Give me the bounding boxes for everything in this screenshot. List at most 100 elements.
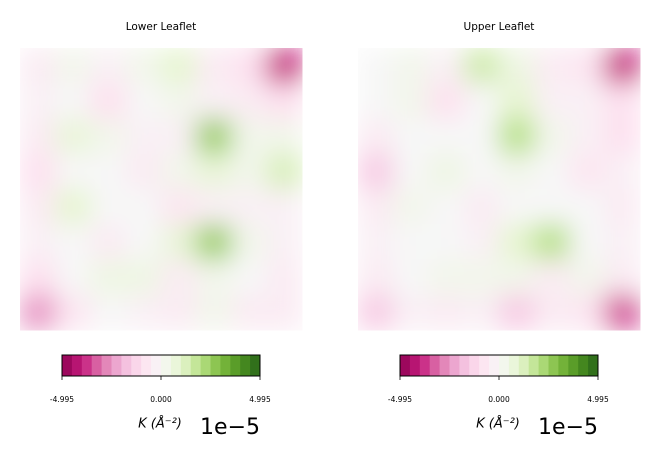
heatmap-cell [231,118,268,155]
heatmap-cell [266,294,303,331]
heatmap-cell [55,118,91,155]
heatmap-cell [266,189,303,225]
colorbar-step [62,355,73,376]
heatmap-cell [125,189,162,225]
heatmap-cell [90,153,127,190]
heatmap-cell [358,153,394,190]
colorbar-step [518,355,530,376]
heatmap-cell [358,294,394,331]
heatmap-cell [20,259,56,296]
heatmap-cell [231,294,268,331]
heatmap-cell [231,48,268,84]
heatmap-cell [393,118,429,155]
heatmap-cell [499,259,535,296]
heatmap-cell [393,48,429,84]
heatmap-cell [125,294,162,331]
heatmap-cell [428,83,465,119]
heatmap-cell [266,224,303,260]
heatmap-cell [125,224,162,260]
heatmap-cell [266,83,303,119]
colorbar-step [528,355,539,376]
heatmap-cell [20,189,56,225]
heatmap-cell [534,118,570,155]
heatmap-cell [161,48,197,84]
heatmap-cell [499,224,535,260]
heatmap-cell [428,224,465,260]
colorbar-step [400,355,411,376]
heatmap-cell [428,48,465,84]
heatmap-cell [463,224,500,260]
colorbar-step [111,355,122,376]
heatmap-cell [604,189,641,225]
colorbar-step [210,355,221,376]
heatmap-cell [161,294,197,331]
heatmap-cell [569,48,606,84]
heatmap-cell [534,189,570,225]
colorbar-step [548,355,559,376]
heatmap-cell [499,294,535,331]
colorbar-step [469,355,480,376]
heatmap-cell [428,153,465,190]
heatmap-cell [55,189,91,225]
heatmap-cell [196,83,232,119]
heatmap-cell [499,153,535,190]
heatmap-cell [534,153,570,190]
heatmap-cell [90,189,127,225]
colorbar-step [568,355,579,376]
heatmap-cell [604,83,641,119]
heatmap-cell [266,118,303,155]
heatmap-cell [161,224,197,260]
heatmap-cell [499,118,535,155]
heatmap-cell [125,153,162,190]
colorbar-label: K (Å⁻²) [476,416,520,432]
heatmap-cell [266,48,303,84]
heatmap-cell [196,118,232,155]
heatmap-cell [534,259,570,296]
heatmap-cell [55,294,91,331]
heatmap-cell [358,48,394,84]
heatmap-cell [569,83,606,119]
heatmap-cell [358,259,394,296]
heatmap-cell [569,294,606,331]
colorbar-step [479,355,490,376]
heatmap-cell [20,48,56,84]
heatmap-cell [55,259,91,296]
heatmap [20,48,303,331]
heatmap-cell [393,153,429,190]
colorbar-step [240,355,251,376]
heatmap-cell [161,153,197,190]
heatmap-cell [463,294,500,331]
heatmap-cell [604,294,641,331]
heatmap-cell [161,189,197,225]
heatmap-cell [161,83,197,119]
heatmap-cell [499,189,535,225]
colorbar-step [81,355,93,376]
colorbar-step [489,355,500,376]
heatmap-cell [125,83,162,119]
heatmap-cell [125,48,162,84]
colorbar-tick-label: 4.995 [249,395,271,404]
heatmap-cell [499,83,535,119]
heatmap-cell [393,224,429,260]
colorbar-step [508,355,520,376]
colorbar-step [220,355,231,376]
colorbar-label: K (Å⁻²) [138,416,182,432]
heatmap-cell [196,48,232,84]
colorbar-step [439,355,450,376]
heatmap-cell [534,83,570,119]
heatmap-cell [604,153,641,190]
colorbar-step [588,355,599,376]
panel-title: Lower Leaflet [126,21,197,33]
heatmap-cell [428,294,465,331]
colorbar-step [409,355,421,376]
colorbar-step [131,355,142,376]
heatmap-cell [428,259,465,296]
heatmap-cell [90,259,127,296]
colorbar-step [449,355,460,376]
colorbar-step [180,355,192,376]
heatmap-cell [231,153,268,190]
colorbar-step [200,355,211,376]
heatmap [358,48,641,331]
heatmap-cell [90,83,127,119]
heatmap-cell [231,224,268,260]
